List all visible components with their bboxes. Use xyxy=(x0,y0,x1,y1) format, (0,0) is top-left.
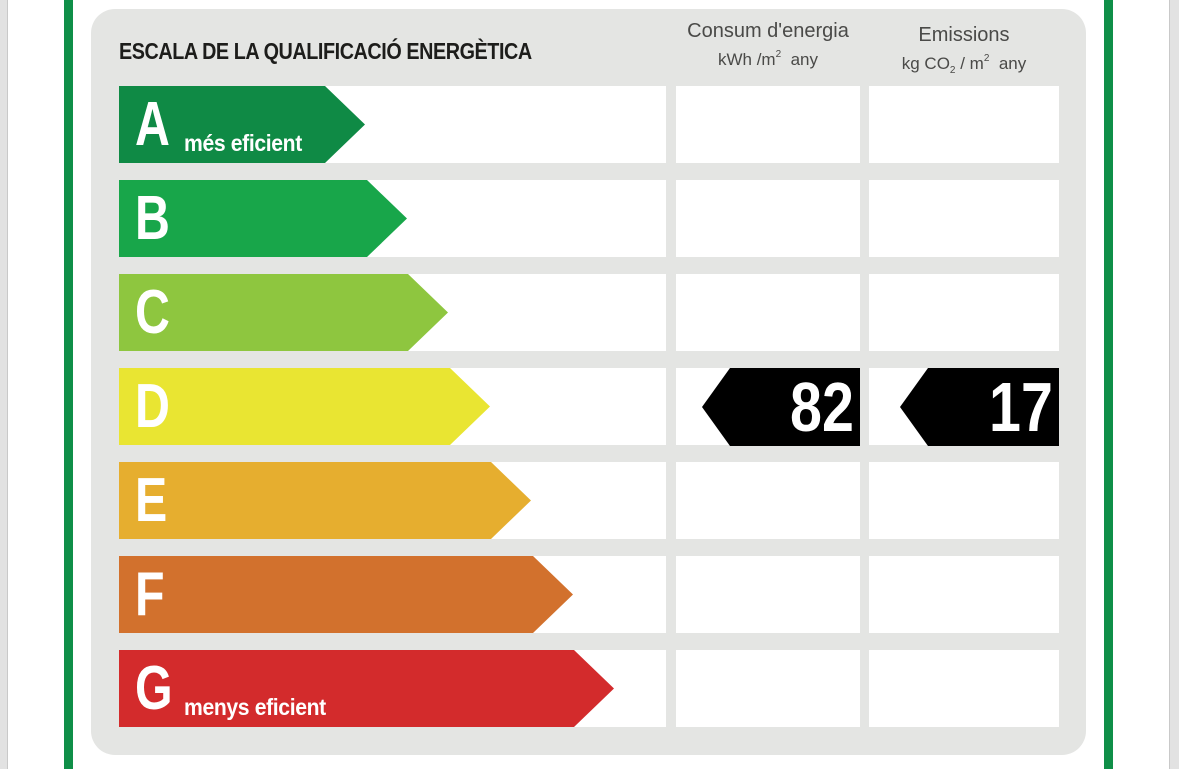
class-bar-b: B xyxy=(119,180,407,257)
consum-marker: 82 xyxy=(702,368,860,446)
class-bar-f: F xyxy=(119,556,573,633)
class-arrow-e xyxy=(119,462,531,539)
class-letter-f: F xyxy=(135,560,165,629)
class-arrow-shape-c xyxy=(119,274,448,351)
emissions-cell-g xyxy=(869,650,1059,727)
class-letter-c: C xyxy=(135,278,170,347)
class-letter-e: E xyxy=(135,466,168,535)
consum-unit-sup: 2 xyxy=(775,49,782,60)
class-arrow-f xyxy=(119,556,573,633)
label-border-right xyxy=(1104,0,1113,769)
class-arrow-d xyxy=(119,368,490,445)
consum-cell-g xyxy=(676,650,860,727)
class-arrow-shape-d xyxy=(119,368,490,445)
label-border-left xyxy=(64,0,73,769)
consum-marker-shape xyxy=(702,368,860,446)
class-arrow-shape-e xyxy=(119,462,531,539)
emissions-unit: kg CO2 / m2 any xyxy=(869,47,1059,83)
emissions-unit-sup: 2 xyxy=(983,53,990,64)
scale-title: ESCALA DE LA QUALIFICACIÓ ENERGÈTICA xyxy=(119,38,532,64)
consum-unit: kWh /m2 any xyxy=(676,43,860,72)
emissions-cell-a xyxy=(869,86,1059,163)
emissions-unit-mid: / m xyxy=(955,54,984,73)
class-letter-a: A xyxy=(135,90,170,159)
class-bar-d: D xyxy=(119,368,490,445)
class-letter-d: D xyxy=(135,372,170,441)
consum-cell-f xyxy=(676,556,860,633)
emissions-cell-f xyxy=(869,556,1059,633)
consum-cell-c xyxy=(676,274,860,351)
emissions-marker-arrow xyxy=(900,368,1059,446)
class-sublabel-a: més eficient xyxy=(184,130,302,156)
emissions-marker-value: 17 xyxy=(989,368,1053,446)
consum-cell-e xyxy=(676,462,860,539)
emissions-column-header: Emissions kg CO2 / m2 any xyxy=(869,23,1059,83)
class-letter-b: B xyxy=(135,184,170,253)
consum-label: Consum d'energia xyxy=(687,20,849,42)
class-arrow-shape-b xyxy=(119,180,407,257)
consum-cell-a xyxy=(676,86,860,163)
class-letter-g: G xyxy=(135,654,173,723)
class-bar-e: E xyxy=(119,462,531,539)
window-left-edge xyxy=(0,0,8,769)
class-bar-c: C xyxy=(119,274,448,351)
emissions-label: Emissions xyxy=(918,24,1010,46)
emissions-unit-post: any xyxy=(998,54,1027,73)
class-arrow-g xyxy=(119,650,614,727)
emissions-unit-pre: kg CO xyxy=(901,54,950,73)
emissions-marker: 17 xyxy=(900,368,1059,446)
consum-marker-value: 82 xyxy=(790,368,854,446)
consum-marker-arrow xyxy=(702,368,860,446)
emissions-cell-b xyxy=(869,180,1059,257)
consum-unit-pre: kWh /m xyxy=(717,50,776,69)
class-arrow-a xyxy=(119,86,365,163)
emissions-cell-e xyxy=(869,462,1059,539)
class-arrow-shape-f xyxy=(119,556,573,633)
class-arrow-b xyxy=(119,180,407,257)
consum-column-header: Consum d'energia kWh /m2 any xyxy=(676,19,860,72)
class-sublabel-g: menys eficient xyxy=(184,694,326,720)
window-right-edge xyxy=(1169,0,1179,769)
consum-unit-post: any xyxy=(790,50,819,69)
emissions-cell-c xyxy=(869,274,1059,351)
class-arrow-shape-g xyxy=(119,650,614,727)
emissions-unit-sub: 2 xyxy=(949,65,956,76)
class-arrow-shape-a xyxy=(119,86,365,163)
class-arrow-c xyxy=(119,274,448,351)
consum-cell-b xyxy=(676,180,860,257)
emissions-marker-shape xyxy=(900,368,1059,446)
